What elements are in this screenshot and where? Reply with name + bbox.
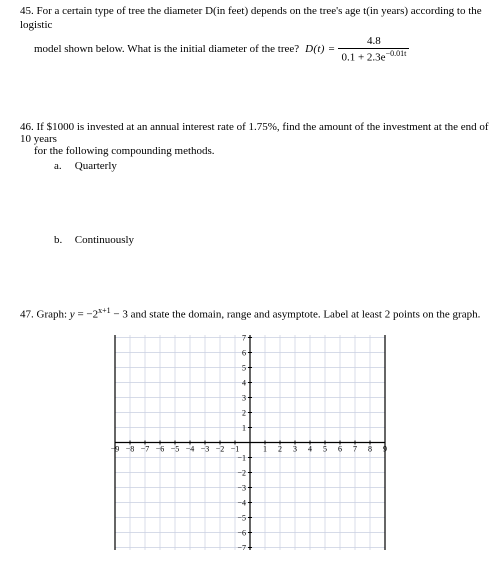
svg-text:−8: −8 xyxy=(126,445,135,454)
p45-number: 45. xyxy=(20,5,34,17)
den-base: 0.1 + 2.3e xyxy=(341,51,385,63)
p46-b-label: b. xyxy=(54,234,72,246)
svg-text:4: 4 xyxy=(242,379,246,388)
svg-text:−3: −3 xyxy=(237,484,246,493)
p45-fraction: 4.8 0.1 + 2.3e−0.01t xyxy=(338,35,409,64)
svg-text:4: 4 xyxy=(308,445,312,454)
p46-number: 46. xyxy=(20,121,34,133)
svg-text:−6: −6 xyxy=(237,529,246,538)
p45-eq-left: D(t) = xyxy=(305,43,335,55)
p46-text2: for the following compounding methods. xyxy=(34,145,490,157)
svg-text:2: 2 xyxy=(242,409,246,418)
p47-number: 47. xyxy=(20,309,34,321)
svg-text:−5: −5 xyxy=(171,445,180,454)
problem-46: 46. If $1000 is invested at an annual in… xyxy=(20,121,490,246)
p45-equation: D(t) = 4.8 0.1 + 2.3e−0.01t xyxy=(305,35,409,64)
svg-text:7: 7 xyxy=(353,445,357,454)
p46-sub-b: b. Continuously xyxy=(54,234,490,246)
svg-text:−4: −4 xyxy=(237,499,246,508)
p46-a-text: Quarterly xyxy=(75,160,117,172)
svg-text:5: 5 xyxy=(323,445,327,454)
p45-line2: model shown below. What is the initial d… xyxy=(20,35,490,64)
svg-text:−6: −6 xyxy=(156,445,165,454)
svg-text:−7: −7 xyxy=(141,445,150,454)
svg-text:6: 6 xyxy=(338,445,342,454)
den-exp: −0.01t xyxy=(386,49,407,58)
svg-text:1: 1 xyxy=(263,445,267,454)
p45-frac-den: 0.1 + 2.3e−0.01t xyxy=(338,50,409,64)
p46-b-text: Continuously xyxy=(75,234,134,246)
p46-text1: If $1000 is invested at an annual intere… xyxy=(20,121,489,145)
p45-lead: model shown below. What is the initial d… xyxy=(34,43,299,55)
svg-text:1: 1 xyxy=(242,424,246,433)
svg-text:−9: −9 xyxy=(111,445,120,454)
p47-lead: Graph: xyxy=(37,309,70,321)
p47-eq-tail: − 3 xyxy=(111,309,128,321)
p46-sub-a: a. Quarterly xyxy=(54,160,490,172)
svg-text:−7: −7 xyxy=(237,544,246,551)
p46-a-label: a. xyxy=(54,160,72,172)
svg-text:6: 6 xyxy=(242,349,246,358)
p45-frac-num: 4.8 xyxy=(349,35,399,47)
p45-text1: For a certain type of tree the diameter … xyxy=(20,5,482,31)
p45-line1: 45. For a certain type of tree the diame… xyxy=(20,4,490,33)
svg-text:−2: −2 xyxy=(216,445,225,454)
svg-text:−5: −5 xyxy=(237,514,246,523)
p47-text: 47. Graph: y = −2x+1 − 3 and state the d… xyxy=(20,306,490,321)
svg-text:2: 2 xyxy=(278,445,282,454)
problem-47: 47. Graph: y = −2x+1 − 3 and state the d… xyxy=(20,306,490,555)
coordinate-grid: −9−8−7−6−5−4−3−2−1123456789−8−7−6−5−4−3−… xyxy=(105,335,405,555)
p46-line1: 46. If $1000 is invested at an annual in… xyxy=(20,121,490,145)
svg-text:−2: −2 xyxy=(237,469,246,478)
p47-after: and state the domain, range and asymptot… xyxy=(131,309,481,321)
svg-text:8: 8 xyxy=(368,445,372,454)
svg-text:7: 7 xyxy=(242,335,246,343)
p47-eq-rest: = −2 xyxy=(75,309,98,321)
problem-45: 45. For a certain type of tree the diame… xyxy=(20,4,490,63)
svg-text:3: 3 xyxy=(293,445,297,454)
svg-text:9: 9 xyxy=(383,445,387,454)
svg-text:−4: −4 xyxy=(186,445,195,454)
svg-text:5: 5 xyxy=(242,364,246,373)
grid-svg: −9−8−7−6−5−4−3−2−1123456789−8−7−6−5−4−3−… xyxy=(105,335,395,550)
svg-text:−1: −1 xyxy=(237,454,246,463)
p47-eq-exp: x+1 xyxy=(98,306,111,315)
svg-text:−3: −3 xyxy=(201,445,210,454)
svg-text:−1: −1 xyxy=(231,445,240,454)
svg-text:3: 3 xyxy=(242,394,246,403)
